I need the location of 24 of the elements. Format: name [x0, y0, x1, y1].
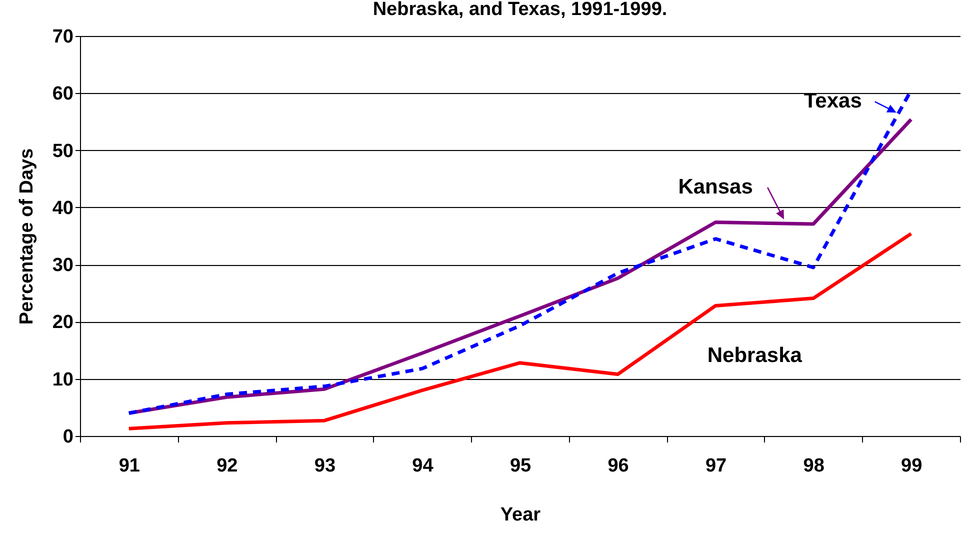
y-axis-title: Percentage of Days — [16, 148, 38, 325]
y-tick-label: 10 — [52, 369, 74, 390]
x-tick-label: 95 — [510, 456, 532, 476]
x-tick-label: 94 — [412, 456, 434, 476]
y-tick-label: 60 — [52, 84, 74, 105]
legend-label: Texas — [804, 90, 862, 113]
x-axis-title: Year — [500, 504, 542, 526]
y-tick-label: 30 — [52, 255, 74, 276]
x-tick-label: 97 — [705, 456, 727, 476]
x-tick-label: 93 — [314, 456, 336, 476]
x-tick-label: 91 — [118, 456, 140, 476]
legend-label: Kansas — [678, 175, 753, 198]
series-label: Nebraska — [707, 344, 802, 367]
y-tick-label: 70 — [52, 26, 74, 48]
y-tick-label: 50 — [52, 140, 74, 162]
y-tick-label: 0 — [62, 426, 74, 448]
chart-title: Nebraska, and Texas, 1991-1999. — [372, 0, 668, 20]
x-tick-label: 98 — [803, 456, 824, 476]
y-tick-label: 40 — [52, 198, 74, 219]
x-tick-label: 92 — [216, 456, 238, 476]
line-series — [127, 232, 913, 430]
x-tick-label: 96 — [608, 456, 629, 476]
y-tick-label: 20 — [52, 312, 74, 334]
x-tick-label: 99 — [901, 456, 922, 476]
